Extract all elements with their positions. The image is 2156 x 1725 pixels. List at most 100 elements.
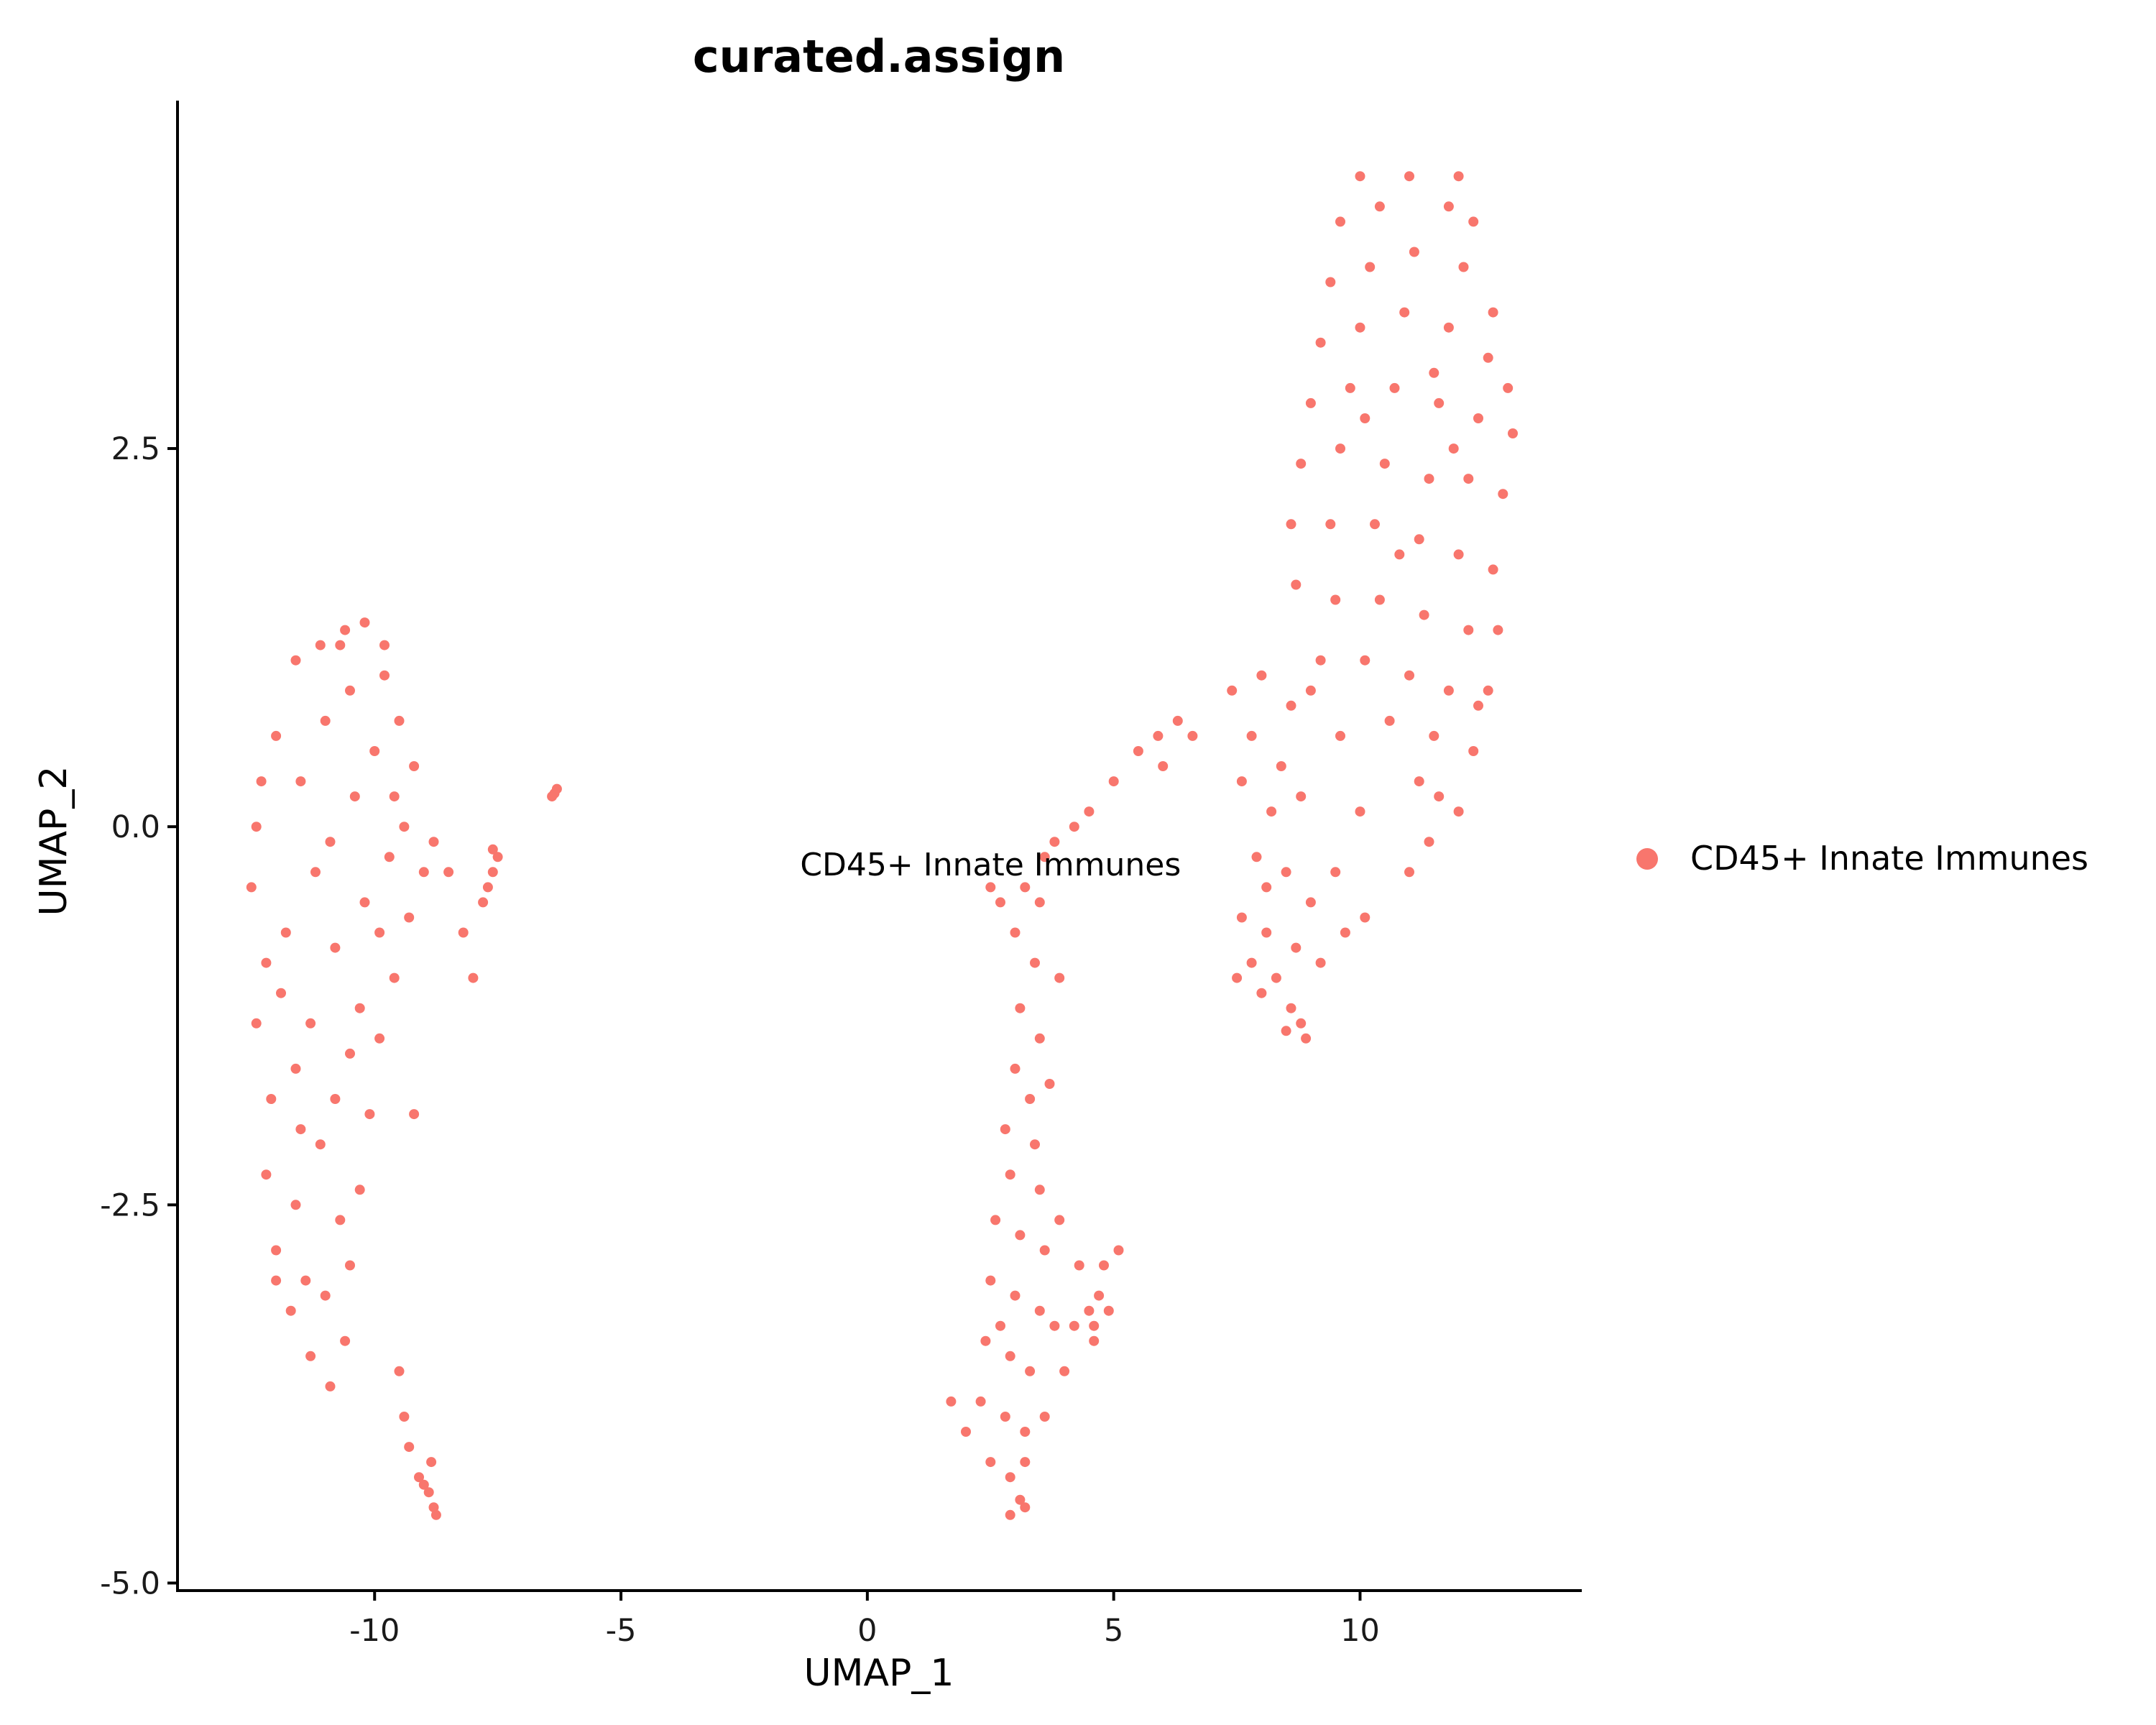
- scatter-point: [290, 1063, 301, 1074]
- scatter-point: [295, 1124, 306, 1135]
- scatter-point: [364, 1109, 375, 1120]
- scatter-point: [1044, 1079, 1055, 1089]
- scatter-point: [325, 837, 336, 847]
- scatter-point: [482, 882, 493, 893]
- scatter-point: [290, 1200, 301, 1210]
- scatter-point: [1355, 322, 1365, 333]
- scatter-point: [315, 640, 326, 650]
- scatter-point: [443, 867, 454, 878]
- scatter-point: [1296, 791, 1307, 802]
- scatter-point: [1039, 852, 1050, 862]
- scatter-point: [1261, 927, 1272, 938]
- scatter-point: [1424, 474, 1434, 484]
- scatter-point: [1340, 927, 1350, 938]
- scatter-point: [990, 1215, 1001, 1225]
- scatter-point: [487, 867, 498, 878]
- scatter-point: [1305, 685, 1316, 696]
- scatter-point: [394, 715, 405, 726]
- scatter-point: [1153, 730, 1164, 741]
- scatter-point: [975, 1396, 986, 1407]
- scatter-point: [985, 1457, 996, 1468]
- y-axis-label: UMAP_2: [32, 766, 75, 916]
- scatter-point: [1236, 912, 1247, 923]
- legend: CD45+ Innate Immunes: [1636, 839, 2088, 878]
- scatter-point: [345, 685, 355, 696]
- scatter-point: [478, 897, 489, 908]
- scatter-point: [1074, 1260, 1084, 1271]
- scatter-point: [1005, 1169, 1015, 1180]
- scatter-point: [1133, 746, 1143, 756]
- scatter-point: [995, 897, 1005, 908]
- scatter-point: [1113, 1245, 1124, 1256]
- scatter-point: [1473, 700, 1483, 711]
- scatter-point: [1054, 972, 1065, 983]
- scatter-point: [271, 1275, 282, 1286]
- scatter-point: [1296, 1018, 1307, 1029]
- scatter-point: [315, 1139, 326, 1150]
- scatter-point: [1483, 352, 1493, 363]
- scatter-point: [305, 1018, 316, 1029]
- y-axis-ticks: 2.5 0.0 -2.5 -5.0: [100, 431, 178, 1601]
- scatter-point: [1049, 1320, 1060, 1331]
- scatter-point: [1335, 443, 1345, 454]
- scatter-point: [340, 625, 351, 635]
- scatter-point: [1335, 216, 1345, 227]
- scatter-point: [1360, 912, 1370, 923]
- scatter-point: [1374, 594, 1385, 605]
- scatter-point: [1276, 761, 1286, 771]
- scatter-point: [1020, 1427, 1031, 1437]
- scatter-point: [374, 927, 385, 938]
- scatter-point: [290, 655, 301, 666]
- scatter-point: [1468, 216, 1479, 227]
- scatter-point: [1005, 1351, 1015, 1361]
- scatter-point: [1286, 700, 1296, 711]
- scatter-point: [1404, 171, 1414, 182]
- scatter-point: [379, 640, 390, 650]
- scatter-point: [1330, 594, 1341, 605]
- scatter-point: [430, 1509, 441, 1520]
- scatter-point: [379, 670, 390, 681]
- scatter-point: [961, 1427, 971, 1437]
- scatter-point: [423, 1487, 434, 1498]
- scatter-point: [1355, 806, 1365, 817]
- scatter-point: [1094, 1290, 1105, 1301]
- x-tick-label: -10: [349, 1613, 400, 1649]
- scatter-point: [300, 1275, 311, 1286]
- scatter-point: [1443, 201, 1454, 212]
- scatter-point: [1034, 1305, 1045, 1316]
- scatter-point: [1508, 428, 1518, 438]
- scatter-point: [1453, 549, 1464, 560]
- scatter-point: [330, 942, 341, 953]
- scatter-point: [1015, 1003, 1026, 1013]
- y-tick-label: -2.5: [100, 1187, 160, 1223]
- scatter-point: [487, 844, 498, 855]
- scatter-point: [325, 1381, 336, 1392]
- scatter-point: [1473, 413, 1483, 423]
- scatter-point: [1325, 277, 1336, 288]
- scatter-point: [1084, 1305, 1095, 1316]
- scatter-point: [1434, 397, 1445, 408]
- scatter-point: [458, 927, 469, 938]
- scatter-point: [345, 1260, 355, 1271]
- scatter-point: [1030, 1139, 1040, 1150]
- scatter-point: [266, 1094, 277, 1104]
- scatter-point: [335, 1215, 346, 1225]
- scatter-point: [1246, 730, 1257, 741]
- scatter-point: [985, 882, 996, 893]
- scatter-point: [1034, 1033, 1045, 1044]
- scatter-point: [426, 1457, 437, 1468]
- scatter-point: [1463, 474, 1474, 484]
- scatter-point: [1099, 1260, 1109, 1271]
- scatter-point: [374, 1033, 385, 1044]
- scatter-point: [340, 1335, 351, 1346]
- scatter-point: [1394, 549, 1405, 560]
- scatter-point: [389, 791, 400, 802]
- scatter-point: [335, 640, 346, 650]
- x-tick-label: -5: [606, 1613, 637, 1649]
- scatter-point: [1025, 1366, 1036, 1376]
- scatter-point: [1296, 459, 1307, 469]
- scatter-point: [1089, 1335, 1100, 1346]
- scatter-point: [305, 1351, 316, 1361]
- scatter-point: [1291, 942, 1302, 953]
- scatter-point: [1025, 1094, 1036, 1104]
